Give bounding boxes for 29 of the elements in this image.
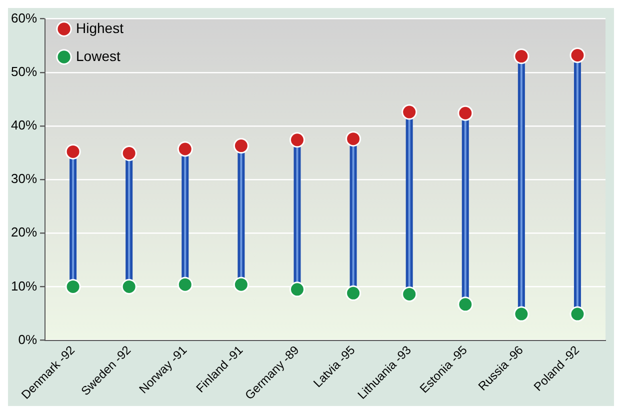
point [346,285,362,301]
y-tick-label: 60% [10,10,38,26]
legend-label: Highest [76,20,124,36]
point [458,105,474,121]
point [458,296,474,312]
point [65,278,81,294]
y-tick-label: 40% [10,118,38,133]
point [289,282,305,298]
y-tick-label: 50% [10,64,38,79]
point [570,47,586,63]
point [346,131,362,147]
y-tick-label: 20% [10,224,38,240]
point [177,141,193,157]
point [177,276,193,292]
legend-label: Lowest [76,48,120,64]
point [402,286,418,302]
point [233,276,249,292]
point [121,278,137,294]
y-tick-label: 30% [10,171,38,186]
point [65,144,81,160]
point [233,138,249,154]
y-tick-label: 10% [10,278,38,294]
point [514,48,530,64]
point [121,146,137,162]
point [402,104,418,120]
point [289,132,305,148]
y-tick-label: 0% [18,332,38,347]
point [514,306,530,322]
point [570,306,586,322]
